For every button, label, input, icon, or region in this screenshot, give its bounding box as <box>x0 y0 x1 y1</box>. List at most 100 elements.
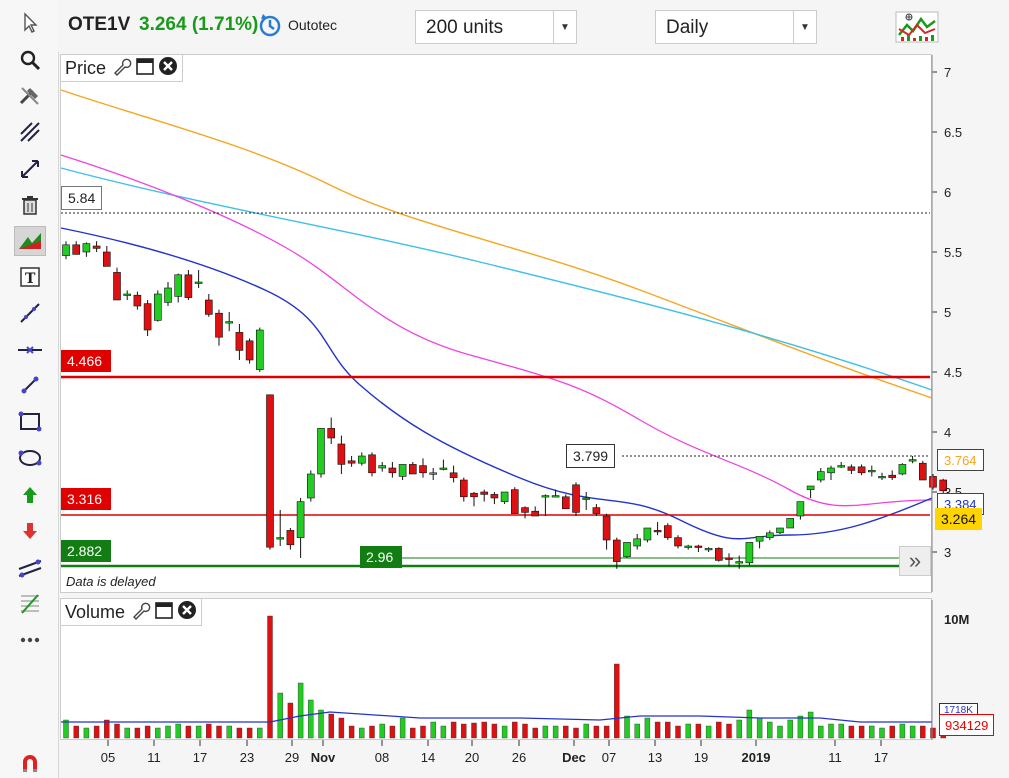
price-panel-header: Price <box>61 55 184 82</box>
compare-icon[interactable] <box>258 12 282 43</box>
fibonacci-icon[interactable] <box>14 589 46 619</box>
close-icon[interactable] <box>177 600 197 625</box>
chart-type-icon[interactable] <box>14 226 46 256</box>
volume-bar <box>440 725 447 739</box>
level-label-296[interactable]: 2.96 <box>360 546 402 568</box>
volume-bar <box>593 725 600 739</box>
volume-bar <box>450 721 457 739</box>
volume-bar <box>675 725 681 739</box>
drawing-toolbar: T <box>0 0 59 778</box>
units-select[interactable]: 200 units ▼ <box>415 10 577 44</box>
scroll-forward-button[interactable]: » <box>899 546 931 576</box>
trash-icon[interactable] <box>14 190 46 220</box>
candle-body <box>72 244 80 255</box>
volume-bar <box>297 682 304 739</box>
indicators-icon[interactable] <box>895 11 939 48</box>
volume-bar <box>144 725 151 739</box>
channel-icon[interactable] <box>14 553 46 583</box>
volume-bar <box>869 725 875 739</box>
candle-body <box>765 532 774 538</box>
candle-body <box>357 455 366 464</box>
ray-line-icon[interactable] <box>14 298 46 328</box>
rectangle-icon[interactable] <box>14 407 46 437</box>
candle-body <box>164 287 172 303</box>
volume-panel[interactable]: Volume <box>60 598 932 740</box>
magnet-icon[interactable] <box>14 748 46 778</box>
candle-body <box>123 293 131 296</box>
candle-body <box>459 479 468 498</box>
buy-arrow-icon[interactable] <box>14 480 46 510</box>
close-icon[interactable] <box>158 56 178 81</box>
volume-bar <box>124 727 130 739</box>
tools-icon[interactable] <box>14 81 46 111</box>
candle-body <box>429 472 438 475</box>
ellipse-icon[interactable] <box>14 443 46 473</box>
time-tick-label: 11 <box>147 750 161 765</box>
candle-body <box>725 557 733 560</box>
ma-line-orange <box>60 89 933 399</box>
trendline-icon[interactable] <box>14 117 46 147</box>
wrench-icon[interactable] <box>131 600 151 625</box>
price-panel[interactable]: Price <box>60 54 932 593</box>
text-tool-icon[interactable]: T <box>14 262 46 292</box>
chevron-down-icon: ▼ <box>553 11 576 43</box>
level-label-3799[interactable]: 3.799 <box>566 444 616 468</box>
volume-bar <box>726 723 732 739</box>
volume-bar <box>73 725 79 739</box>
volume-bar <box>603 725 610 739</box>
candle-body <box>704 548 713 551</box>
volume-bar <box>705 725 712 739</box>
level-label-4466[interactable]: 4.466 <box>61 350 111 372</box>
time-tick-label: 17 <box>193 750 207 765</box>
candle-body <box>898 464 907 475</box>
candle-body <box>857 466 866 474</box>
candle-body <box>572 484 580 513</box>
volume-bar <box>389 725 396 739</box>
volume-bar <box>909 725 916 739</box>
price-change-label: 3.264 (1.71%) <box>139 14 259 35</box>
level-label-584[interactable]: 5.84 <box>61 186 103 210</box>
volume-bar <box>461 723 467 739</box>
candle-body <box>103 251 111 267</box>
volume-bar <box>634 723 640 739</box>
maximize-icon[interactable] <box>154 600 174 625</box>
sell-arrow-icon[interactable] <box>14 516 46 546</box>
pointer-icon[interactable] <box>14 8 46 38</box>
zoom-icon[interactable] <box>14 45 46 75</box>
volume-bar <box>206 723 212 739</box>
volume-bar <box>930 727 936 739</box>
last-price-tag: 3.264 <box>935 508 983 530</box>
candle-body <box>908 459 917 462</box>
extend-line-icon[interactable] <box>14 154 46 184</box>
period-select-value: Daily <box>666 17 709 38</box>
time-tick-label: 11 <box>828 750 842 765</box>
candle-body <box>255 329 264 370</box>
volume-bar <box>920 725 926 739</box>
volume-bar <box>624 715 630 739</box>
candle-body <box>541 495 550 498</box>
volume-bar <box>685 723 691 739</box>
volume-ytick: 10M <box>944 612 970 627</box>
candle-body <box>643 527 652 541</box>
candle-body <box>225 321 233 324</box>
candle-body <box>154 293 162 321</box>
maximize-icon[interactable] <box>135 56 155 81</box>
candle-body <box>378 465 387 469</box>
level-label-3316[interactable]: 3.316 <box>61 488 111 510</box>
volume-bar <box>165 725 171 739</box>
candle-body <box>551 495 560 498</box>
price-tag-3764: 3.764 <box>937 449 984 471</box>
volume-bar <box>767 721 773 739</box>
candle-body <box>837 465 846 468</box>
volume-bar <box>573 727 579 739</box>
candle-body <box>296 501 305 538</box>
segment-line-icon[interactable] <box>14 370 46 400</box>
horizontal-line-icon[interactable] <box>14 335 46 365</box>
volume-bar <box>583 723 589 739</box>
more-icon[interactable] <box>14 625 46 655</box>
wrench-icon[interactable] <box>112 56 132 81</box>
volume-bar <box>430 721 436 739</box>
period-select[interactable]: Daily ▼ <box>655 10 817 44</box>
units-select-value: 200 units <box>426 17 504 38</box>
level-label-2882[interactable]: 2.882 <box>61 540 111 562</box>
